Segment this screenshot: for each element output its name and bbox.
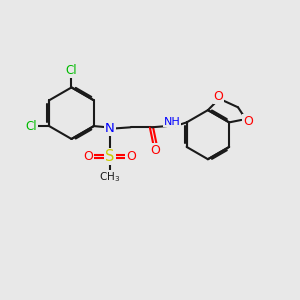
Text: Cl: Cl	[66, 64, 77, 77]
Text: Cl: Cl	[25, 120, 37, 133]
Text: O: O	[214, 90, 224, 103]
Text: O: O	[243, 115, 253, 128]
Text: O: O	[126, 150, 136, 163]
Text: CH$_3$: CH$_3$	[99, 170, 120, 184]
Text: N: N	[105, 122, 115, 135]
Text: O: O	[83, 150, 93, 163]
Text: NH: NH	[164, 117, 180, 127]
Text: O: O	[150, 144, 160, 157]
Text: S: S	[105, 149, 114, 164]
